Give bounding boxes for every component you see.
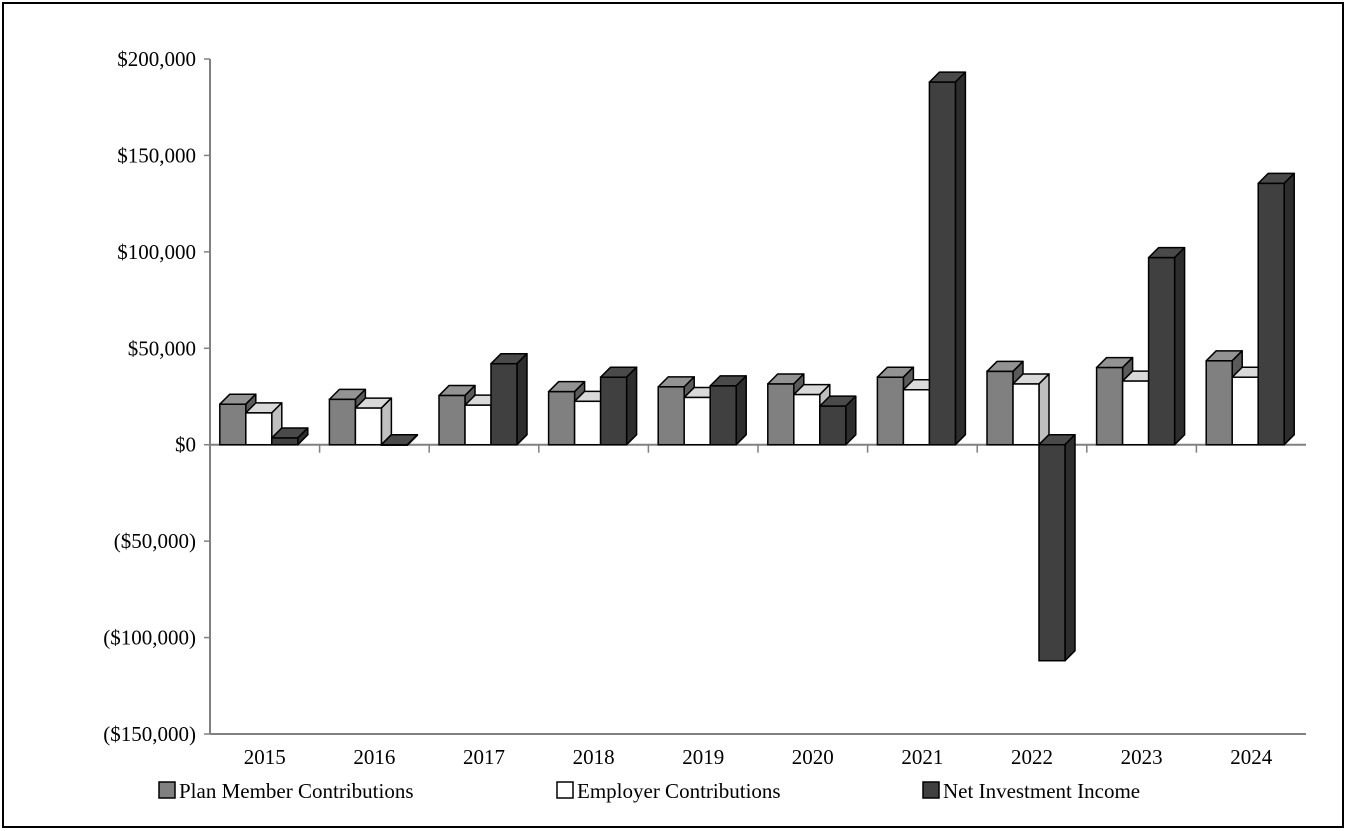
bar-front-face: [928, 81, 957, 446]
y-tick-label: ($100,000): [103, 626, 196, 650]
bar-front-face: [1147, 256, 1176, 446]
bar-employer-contributions: [245, 402, 283, 446]
y-tick-label: $200,000: [117, 47, 196, 71]
legend-label: Employer Contributions: [577, 779, 781, 803]
bar-front-face: [599, 376, 628, 446]
legend-item: Plan Member Contributions: [158, 779, 414, 803]
bar-front-face: [1257, 182, 1285, 446]
x-tick-label: 2022: [1011, 745, 1053, 769]
bar-front-face: [380, 443, 409, 446]
bar-net-investment-income: [1038, 433, 1076, 662]
x-tick-label: 2024: [1230, 745, 1273, 769]
bar-net-investment-income: [928, 71, 967, 446]
x-tick-label: 2019: [682, 745, 724, 769]
bar-front-face: [1095, 366, 1124, 446]
x-tick-label: 2020: [792, 745, 834, 769]
x-tick-label: 2016: [353, 745, 395, 769]
bar-front-face: [1205, 360, 1233, 446]
x-tick-label: 2017: [463, 745, 505, 769]
bar-front-face: [793, 393, 821, 446]
bar-side-face: [954, 71, 967, 446]
legend-label: Plan Member Contributions: [179, 779, 414, 803]
bar-chart: $200,000 $150,000 $100,000 $50,000 $0 ($50,00…: [103, 47, 1306, 803]
y-tick-label: ($50,000): [114, 529, 196, 553]
bar-side-face: [1064, 433, 1076, 662]
bar-employer-contributions: [354, 397, 393, 446]
bar-front-face: [438, 394, 466, 446]
x-axis-ticks: 2015 2016 2017 2018 2019 2020 2021 2022 2023 2024: [244, 745, 1273, 769]
y-tick-label: $150,000: [117, 143, 196, 167]
legend-swatch: [158, 781, 176, 799]
bar-net-investment-income: [271, 427, 309, 446]
bar-front-face: [547, 390, 576, 446]
bar-front-face: [1231, 376, 1259, 446]
legend-item: Net Investment Income: [922, 779, 1140, 803]
bar-net-investment-income: [709, 375, 747, 446]
bar-net-investment-income: [819, 395, 857, 446]
bar-net-investment-income: [380, 433, 419, 446]
bar-front-face: [1038, 443, 1066, 662]
legend-swatch: [556, 781, 574, 799]
bar-side-face: [1173, 246, 1186, 446]
bars: [219, 71, 1295, 662]
bar-front-face: [767, 383, 795, 446]
bar-front-face: [219, 403, 247, 446]
bar-front-face: [328, 398, 357, 446]
bar-front-face: [573, 400, 602, 446]
bar-front-face: [986, 370, 1014, 446]
bar-net-investment-income: [599, 366, 638, 446]
y-tick-label: $0: [175, 433, 196, 457]
x-tick-label: 2021: [901, 745, 943, 769]
bar-front-face: [354, 407, 383, 446]
bar-front-face: [1121, 380, 1150, 446]
bar-net-investment-income: [1257, 172, 1295, 446]
bar-front-face: [490, 362, 518, 446]
legend-swatch: [922, 781, 940, 799]
bar-front-face: [464, 404, 492, 446]
y-tick-label: $50,000: [128, 336, 196, 360]
bar-net-investment-income: [1147, 246, 1186, 446]
y-tick-label: ($150,000): [103, 722, 196, 746]
bar-side-face: [1283, 172, 1295, 446]
legend: Plan Member Contributions Employer Contri…: [158, 779, 1140, 803]
bar-front-face: [271, 437, 299, 446]
bar-front-face: [819, 405, 847, 446]
bar-front-face: [245, 412, 273, 446]
bar-front-face: [683, 396, 711, 446]
x-tick-label: 2015: [244, 745, 286, 769]
bar-front-face: [657, 386, 685, 446]
x-tick-label: 2018: [573, 745, 615, 769]
bar-side-face: [625, 366, 638, 446]
x-tick-label: 2023: [1121, 745, 1163, 769]
legend-item: Employer Contributions: [556, 779, 781, 803]
bar-side-face: [516, 352, 528, 446]
bar-front-face: [902, 389, 931, 446]
bar-side-face: [735, 375, 747, 446]
bar-net-investment-income: [490, 352, 528, 446]
bar-front-face: [1012, 383, 1040, 446]
y-axis-ticks: $200,000 $150,000 $100,000 $50,000 $0 ($50,00…: [103, 47, 210, 746]
bar-front-face: [876, 376, 905, 446]
y-tick-label: $100,000: [117, 240, 196, 264]
bar-front-face: [709, 385, 737, 446]
bar-side-face: [1038, 373, 1050, 446]
legend-label: Net Investment Income: [943, 779, 1140, 803]
bar-employer-contributions: [1012, 373, 1050, 446]
bar-employer-contributions: [464, 394, 502, 446]
